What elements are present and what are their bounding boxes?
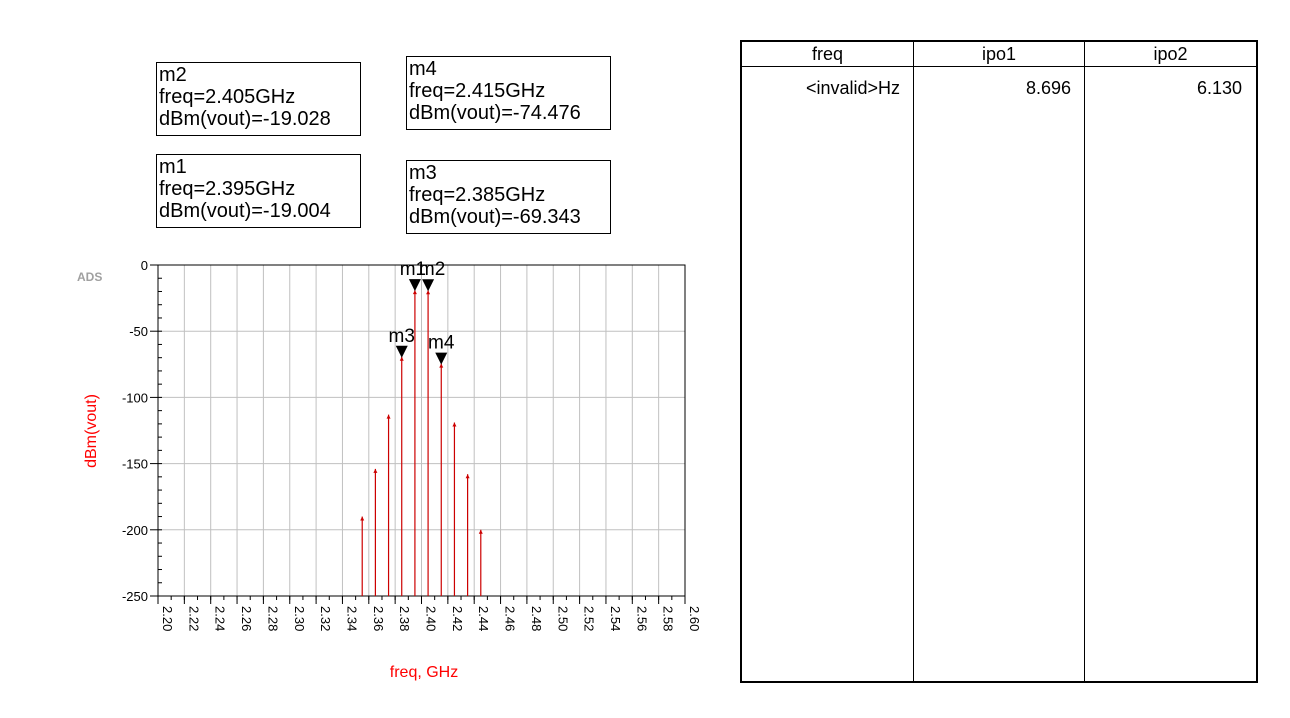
y-tick-label: -100	[122, 390, 148, 405]
marker-value: dBm(vout)=-69.343	[409, 206, 581, 228]
spectrum-plot: 2.20 2.22 2.24 2.26 2.28 2.30 2.32 2.34 2.36 2.38…	[77, 258, 702, 681]
stem-point	[478, 529, 483, 534]
marker-triangle	[422, 279, 435, 292]
header-divider	[742, 66, 1256, 67]
stem-point	[465, 474, 470, 479]
x-tick-label: 2.28	[265, 606, 280, 631]
marker-value: dBm(vout)=-19.028	[159, 108, 331, 130]
y-tick-label: -200	[122, 523, 148, 538]
stem-point	[386, 414, 391, 419]
marker-label: m4	[428, 333, 455, 354]
x-tick-label: 2.40	[424, 606, 439, 631]
y-tick-label: -250	[122, 589, 148, 604]
marker-box-m4: m4 freq=2.415GHz dBm(vout)=-74.476	[406, 56, 611, 130]
plot-ticks: 2.20 2.22 2.24 2.26 2.28 2.30 2.32 2.34 2.36 2.38…	[122, 258, 702, 631]
marker-value: dBm(vout)=-74.476	[409, 102, 581, 124]
stem-point	[399, 356, 404, 361]
x-tick-label: 2.44	[476, 606, 491, 631]
plot-grid	[158, 265, 685, 596]
marker-label: m3	[389, 326, 415, 347]
watermark-label: ADS	[77, 270, 102, 284]
marker-label: m1	[400, 259, 426, 280]
x-tick-label: 2.54	[608, 606, 623, 631]
marker-name: m2	[159, 64, 187, 86]
marker-name: m3	[409, 162, 437, 184]
x-tick-label: 2.38	[397, 606, 412, 631]
x-tick-label: 2.58	[661, 606, 676, 631]
x-tick-label: 2.26	[239, 606, 254, 631]
marker-box-m3: m3 freq=2.385GHz dBm(vout)=-69.343	[406, 160, 611, 234]
marker-value: dBm(vout)=-19.004	[159, 200, 331, 222]
table-cell-ipo1: 8.696	[1025, 78, 1071, 98]
x-tick-label: 2.32	[318, 606, 333, 631]
x-tick-label: 2.24	[213, 606, 228, 631]
marker-box-m1: m1 freq=2.395GHz dBm(vout)=-19.004	[156, 154, 361, 228]
marker-freq: freq=2.395GHz	[159, 178, 296, 200]
x-tick-label: 2.52	[582, 606, 597, 631]
marker-triangle	[395, 345, 408, 358]
x-tick-label: 2.22	[186, 606, 201, 631]
y-tick-label: 0	[141, 258, 148, 273]
col-header-ipo2: ipo2	[1153, 44, 1188, 64]
stem-point	[426, 290, 431, 295]
marker-triangle	[408, 279, 421, 292]
stem-point	[360, 516, 365, 521]
marker-triangle	[435, 352, 448, 365]
plot-stems	[360, 290, 483, 596]
x-tick-label: 2.46	[503, 606, 518, 631]
stem-point	[452, 422, 457, 427]
x-tick-label: 2.42	[450, 606, 465, 631]
x-tick-label: 2.30	[292, 606, 307, 631]
y-tick-label: -50	[129, 324, 148, 339]
marker-name: m1	[159, 156, 187, 178]
stem-point	[412, 290, 417, 295]
x-tick-label: 2.20	[160, 606, 175, 631]
marker-box-m2: m2 freq=2.405GHz dBm(vout)=-19.028	[156, 62, 361, 136]
marker-freq: freq=2.405GHz	[159, 86, 296, 108]
col-divider	[1084, 42, 1085, 681]
x-tick-label: 2.50	[555, 606, 570, 631]
x-tick-label: 2.34	[344, 606, 359, 631]
col-header-freq: freq	[811, 44, 844, 64]
x-tick-label: 2.56	[634, 606, 649, 631]
stem-point	[439, 363, 444, 368]
x-tick-label: 2.60	[687, 606, 702, 631]
marker-freq: freq=2.385GHz	[409, 184, 546, 206]
x-tick-label: 2.36	[371, 606, 386, 631]
y-tick-label: -150	[122, 457, 148, 472]
col-header-ipo1: ipo1	[981, 44, 1017, 64]
data-table: freq ipo1 ipo2 <invalid>Hz 8.696 6.130	[740, 40, 1258, 683]
x-axis-label: freq, GHz	[390, 664, 458, 681]
col-divider	[913, 42, 914, 681]
marker-name: m4	[409, 58, 437, 80]
marker-freq: freq=2.415GHz	[409, 80, 546, 102]
x-tick-label: 2.48	[529, 606, 544, 631]
table-cell-freq: <invalid>Hz	[805, 78, 900, 98]
marker-label: m2	[419, 259, 445, 280]
y-axis-label: dBm(vout)	[83, 394, 100, 468]
stem-point	[373, 468, 378, 473]
table-cell-ipo2: 6.130	[1196, 78, 1242, 98]
